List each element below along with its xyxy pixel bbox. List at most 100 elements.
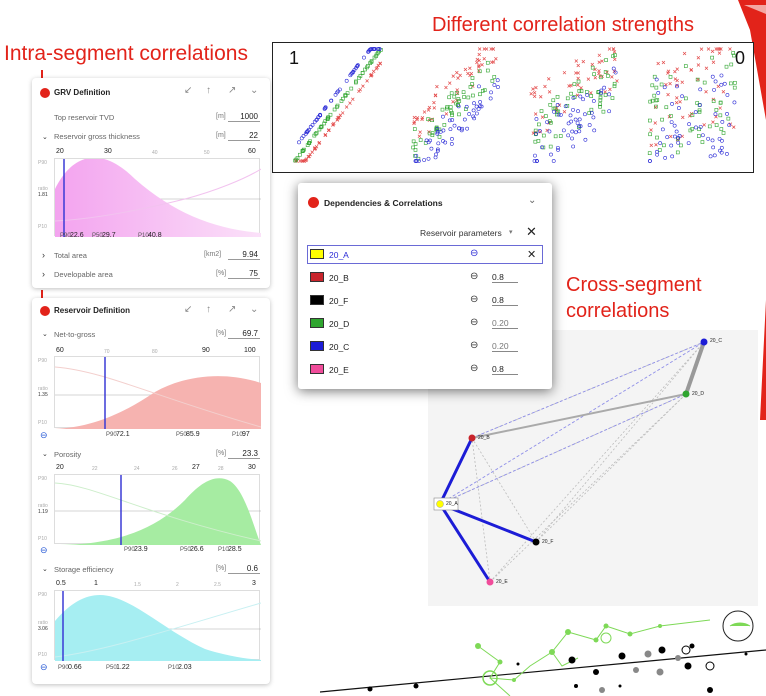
link-icon[interactable]: ⊖	[470, 317, 479, 328]
link-icon[interactable]: ⊖	[470, 340, 479, 351]
scatter-point	[707, 124, 712, 129]
scatter-point	[323, 119, 328, 123]
scatter-point	[585, 93, 590, 98]
scatter-point	[448, 105, 453, 109]
scatter-point	[732, 100, 737, 105]
y-label: 3.06	[38, 626, 48, 632]
chevron-down-icon[interactable]: ⌄	[528, 195, 537, 206]
scatter-point	[599, 91, 603, 95]
scatter-point	[339, 99, 344, 103]
scatter-point	[534, 85, 538, 90]
top-reservoir-input[interactable]: 1000	[228, 112, 260, 122]
correlation-value-input[interactable]: 0.8	[492, 295, 518, 306]
chevron-down-icon[interactable]: ⌄	[42, 566, 48, 573]
dropdown-arrow-icon[interactable]: ▾	[509, 229, 513, 236]
collapse-icon[interactable]: ↙	[184, 304, 193, 315]
scatter-point	[720, 119, 725, 124]
chevron-down-icon[interactable]: ⌄	[250, 304, 259, 315]
developable-area-input[interactable]: 75	[228, 269, 260, 279]
expand-icon[interactable]: ↗	[228, 304, 237, 315]
close-icon[interactable]: ✕	[526, 224, 537, 239]
node-label-20a[interactable]: 20_A	[446, 501, 458, 507]
scatter-point	[558, 134, 563, 138]
correlation-value-input[interactable]: 0.8	[492, 364, 518, 375]
scatter-point	[464, 104, 469, 109]
y-label: ratio	[38, 620, 48, 626]
scatter-point	[710, 49, 715, 54]
scatter-point	[581, 97, 585, 102]
correlation-value-input[interactable]: 0.20	[492, 318, 518, 329]
scatter-point	[658, 141, 663, 146]
arrow-up-icon[interactable]: ↑	[206, 304, 211, 315]
filter-select[interactable]: Reservoir parameters	[420, 228, 502, 238]
chevron-down-icon[interactable]: ⌄	[42, 451, 48, 458]
link-icon[interactable]: ⊖	[40, 430, 48, 440]
row-unit: [m]	[216, 132, 226, 139]
scatter-point	[322, 121, 327, 126]
link-icon[interactable]: ⊖	[470, 294, 479, 305]
p10-value: 97	[242, 431, 250, 438]
scatter-point	[299, 136, 304, 141]
scatter-point	[482, 47, 487, 51]
tick-label: 2.5	[214, 582, 221, 588]
storage-efficiency-input[interactable]: 0.6	[228, 564, 260, 574]
chevron-down-icon[interactable]: ⌄	[250, 85, 259, 96]
total-area-input[interactable]: 9.94	[228, 250, 260, 260]
scatter-point	[726, 116, 731, 121]
scatter-point	[662, 85, 667, 90]
expand-icon[interactable]: ↗	[228, 85, 237, 96]
link-icon[interactable]: ⊖	[470, 363, 479, 374]
dep-color-swatch[interactable]	[310, 272, 324, 282]
scatter-point	[323, 133, 328, 137]
node-label-20e[interactable]: 20_E	[496, 579, 508, 585]
dep-color-swatch[interactable]	[310, 341, 324, 351]
dep-color-swatch[interactable]	[310, 249, 324, 259]
scatter-point	[603, 93, 608, 97]
scatter-point	[471, 108, 476, 113]
scatter-point	[661, 60, 666, 65]
dep-color-swatch[interactable]	[310, 364, 324, 374]
chevron-right-icon[interactable]: ›	[42, 269, 45, 279]
arrow-up-icon[interactable]: ↑	[206, 85, 211, 96]
link-icon[interactable]: ⊖	[40, 545, 48, 555]
status-dot	[40, 88, 50, 98]
link-icon[interactable]: ⊖	[470, 248, 479, 259]
scatter-point	[664, 105, 669, 110]
scatter-point	[587, 111, 592, 115]
scatter-point	[479, 104, 484, 109]
scatter-point	[434, 152, 438, 157]
tick-label: 30	[104, 148, 112, 155]
dep-row-selected[interactable]	[307, 245, 543, 264]
tick-label: 80	[152, 349, 158, 355]
scatter-point	[711, 120, 715, 124]
scatter-point	[344, 105, 349, 109]
node-label-20f[interactable]: 20_F	[542, 539, 554, 545]
remove-icon[interactable]: ✕	[527, 249, 537, 261]
scatter-point	[547, 90, 552, 94]
scatter-point	[415, 116, 420, 120]
correlation-value-input[interactable]: 0.20	[492, 341, 518, 352]
scatter-point	[476, 107, 481, 111]
link-icon[interactable]: ⊖	[470, 271, 479, 282]
correlation-value-input[interactable]: 0.8	[492, 272, 518, 283]
scatter-point	[606, 74, 610, 78]
scatter-point	[457, 99, 462, 103]
gross-thickness-input[interactable]: 22	[228, 131, 260, 141]
link-icon[interactable]: ⊖	[40, 662, 48, 672]
chevron-right-icon[interactable]: ›	[42, 250, 45, 260]
net-to-gross-input[interactable]: 69.7	[228, 329, 260, 339]
porosity-input[interactable]: 23.3	[228, 449, 260, 459]
scatter-point	[694, 125, 698, 130]
collapse-icon[interactable]: ↙	[184, 85, 193, 96]
chevron-down-icon[interactable]: ⌄	[42, 134, 48, 141]
node-label-20b[interactable]: 20_B	[478, 435, 490, 441]
node-label-20d[interactable]: 20_D	[692, 391, 704, 397]
dep-color-swatch[interactable]	[310, 295, 324, 305]
chevron-down-icon[interactable]: ⌄	[42, 331, 48, 338]
scatter-point	[663, 156, 668, 160]
scatter-point	[680, 94, 684, 99]
dep-color-swatch[interactable]	[310, 318, 324, 328]
scatter-point	[355, 64, 360, 68]
scatter-point	[729, 81, 733, 86]
node-label-20c[interactable]: 20_C	[710, 338, 722, 344]
